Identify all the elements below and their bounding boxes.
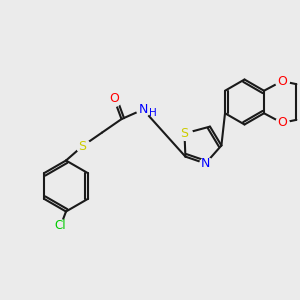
Text: O: O [277, 116, 287, 129]
Text: N: N [201, 157, 210, 170]
Text: H: H [149, 108, 157, 118]
Text: N: N [138, 103, 148, 116]
Text: Cl: Cl [55, 219, 66, 232]
Text: O: O [109, 92, 119, 105]
Text: S: S [181, 127, 188, 140]
Text: O: O [277, 75, 287, 88]
Text: S: S [79, 140, 86, 153]
